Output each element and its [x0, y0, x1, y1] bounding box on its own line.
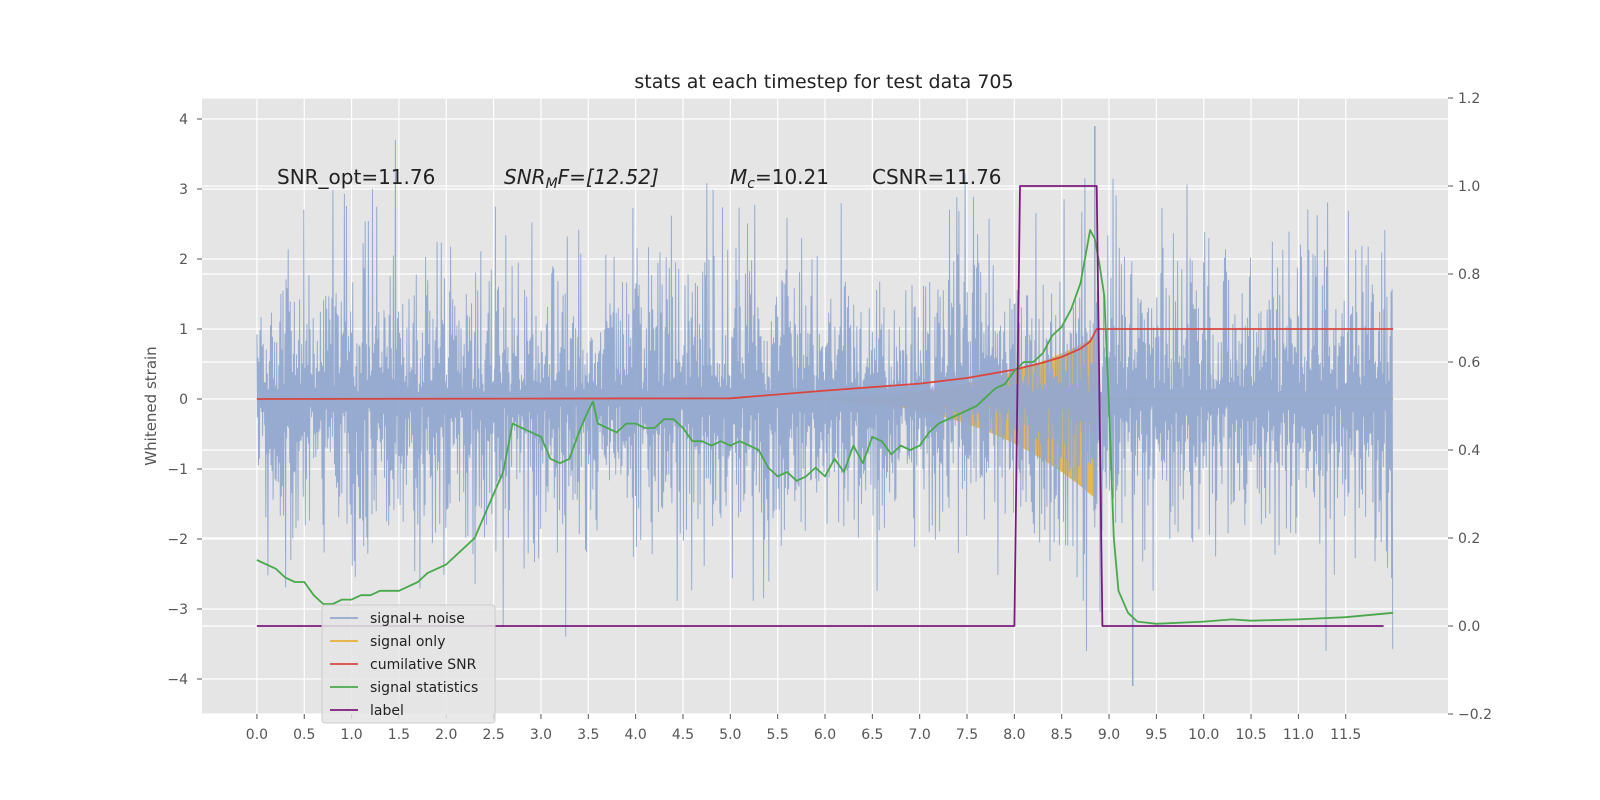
chart-title: stats at each timestep for test data 705: [634, 71, 1013, 93]
annotation-mc-tail: =10.21: [755, 165, 829, 189]
annotation-mc-sub: c: [747, 176, 755, 192]
legend-label: label: [370, 703, 404, 719]
x-tick-label: 3.0: [530, 727, 552, 743]
annotation-snr-mf-main: SNR: [504, 165, 546, 189]
y-right-tick-label: 1.0: [1458, 179, 1480, 195]
legend-label: signal only: [370, 634, 445, 650]
legend-label: signal+ noise: [370, 611, 465, 627]
y-tick-label: −4: [167, 672, 188, 688]
x-tick-label: 10.0: [1188, 727, 1219, 743]
x-tick-label: 6.5: [861, 727, 883, 743]
y-right-tick-label: 0.8: [1458, 267, 1480, 283]
y-right-tick-label: 0.0: [1458, 619, 1480, 635]
x-tick-label: 10.5: [1235, 727, 1266, 743]
x-tick-label: 8.5: [1051, 727, 1073, 743]
x-tick-label: 4.0: [625, 727, 647, 743]
y-tick-label: −2: [167, 532, 188, 548]
x-tick-label: 5.0: [719, 727, 741, 743]
y-tick-label: 1: [179, 322, 188, 338]
annotation-snr-mf-sub: M: [546, 176, 558, 192]
legend-box: [321, 604, 496, 724]
x-tick-label: 6.0: [814, 727, 836, 743]
x-tick-label: 7.0: [909, 727, 931, 743]
x-tick-label: 11.0: [1283, 727, 1314, 743]
annotation-snr-opt: SNR_opt=11.76: [277, 165, 435, 189]
x-tick-label: 9.5: [1145, 727, 1167, 743]
annotation-csnr: CSNR=11.76: [872, 165, 1002, 189]
x-tick-label: 1.0: [340, 727, 362, 743]
annotation-snr-mf-tail: F=[12.52]: [558, 165, 659, 189]
x-tick-label: 0.5: [293, 727, 315, 743]
legend-label: signal statistics: [370, 680, 478, 696]
x-tick-label: 11.5: [1330, 727, 1361, 743]
x-tick-label: 4.5: [672, 727, 694, 743]
x-tick-label: 7.5: [956, 727, 978, 743]
y-right-tick-label: 0.4: [1458, 443, 1480, 459]
y-right-tick-label: 1.2: [1458, 91, 1480, 107]
x-tick-label: 3.5: [577, 727, 599, 743]
signal-statistics-line: [256, 229, 1394, 625]
axes: 0.0 0.5 1.0 1.5 2.0 2.5 3.0 3.5 4.0 4.5 5.0 5.5 6.0 6…: [167, 91, 1492, 743]
y-right-tick-label: 0.6: [1458, 355, 1480, 371]
signal-noise-line: [256, 139, 1394, 652]
annotation-mc-main: M: [730, 165, 747, 189]
series-lines: [256, 185, 1394, 627]
label-line: [256, 185, 1384, 627]
annotation-mc: Mc=10.21: [730, 165, 829, 192]
y-tick-label: 4: [179, 112, 188, 128]
x-tick-label: 2.5: [482, 727, 504, 743]
x-tick-label: 1.5: [388, 727, 410, 743]
x-tick-label: 0.0: [246, 727, 268, 743]
y-tick-label: −1: [167, 462, 188, 478]
y-right-tick-label: 0.2: [1458, 531, 1480, 547]
y-tick-label: −3: [167, 602, 188, 618]
x-tick-label: 2.0: [435, 727, 457, 743]
x-tick-label: 5.5: [767, 727, 789, 743]
legend: signal+ noise signal only cumilative SNR si…: [321, 604, 496, 724]
noise-band: [256, 126, 1394, 686]
y-tick-label: 0: [179, 392, 188, 408]
annotation-snr-mf: SNRMF=[12.52]: [504, 165, 659, 192]
legend-label: cumilative SNR: [370, 657, 477, 673]
x-tick-label: 9.0: [1098, 727, 1120, 743]
y-right-tick-label: −0.2: [1458, 707, 1492, 723]
y-axis-label: Whitened strain: [142, 346, 160, 465]
y-tick-label: 3: [179, 182, 188, 198]
y-tick-label: 2: [179, 252, 188, 268]
x-tick-label: 8.0: [1003, 727, 1025, 743]
cumulative-snr-line: [256, 328, 1394, 400]
